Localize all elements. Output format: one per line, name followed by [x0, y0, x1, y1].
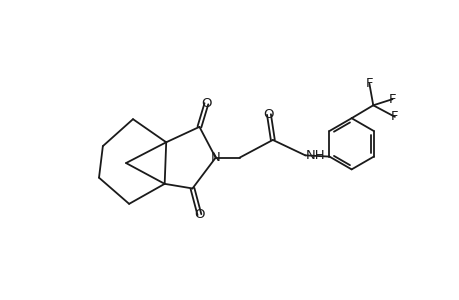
Text: F: F	[365, 77, 372, 90]
Text: NH: NH	[305, 149, 325, 162]
Text: O: O	[201, 97, 211, 110]
Text: F: F	[390, 110, 398, 123]
Text: O: O	[263, 108, 274, 121]
Text: N: N	[210, 151, 220, 164]
Text: F: F	[388, 93, 396, 106]
Text: O: O	[194, 208, 204, 221]
